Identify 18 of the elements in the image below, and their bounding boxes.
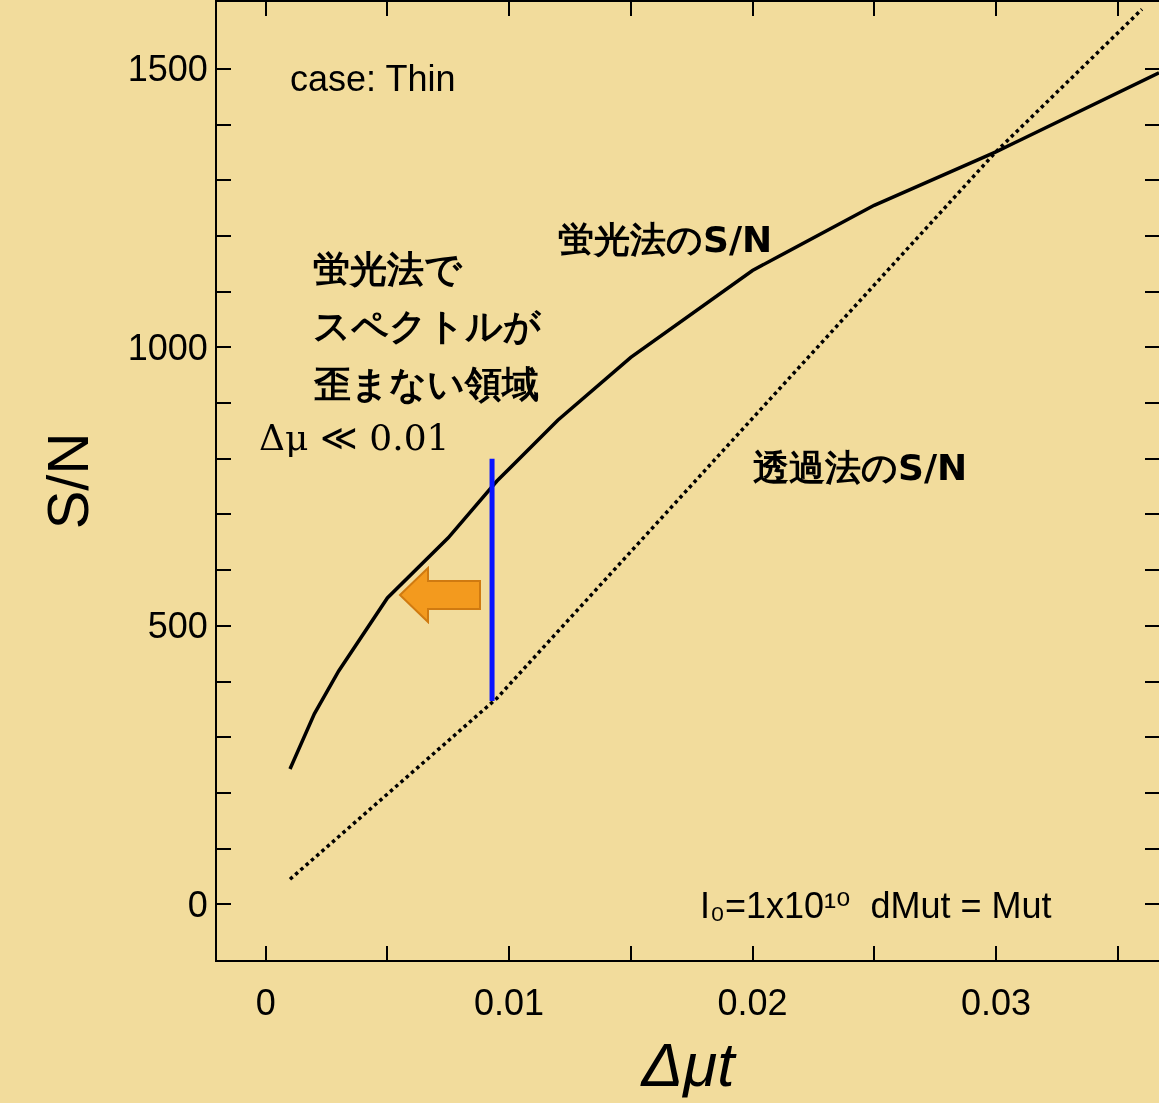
annotation: 歪まない領域 [313, 363, 539, 406]
x-tick-label: 0.01 [474, 982, 545, 1024]
x-axis-title: Δμt [639, 1029, 738, 1099]
y-tick-label: 0 [187, 883, 208, 925]
y-tick-label: 1500 [127, 48, 208, 90]
annotation: 蛍光法のS/N [558, 219, 773, 260]
x-tick-label: 0 [255, 982, 276, 1024]
annotation: I₀=1x10¹⁰ dMut = Mut [700, 885, 1052, 926]
annotation: Δμ ≪ 0.01 [259, 417, 450, 458]
annotation: 透過法のS/N [753, 447, 968, 488]
y-tick-label: 1000 [127, 326, 208, 368]
x-tick-label: 0.02 [717, 982, 788, 1024]
y-tick-label: 500 [147, 605, 208, 647]
annotation: 蛍光法で [313, 248, 463, 291]
annotation: スペクトルが [313, 305, 542, 348]
annotation: case: Thin [290, 58, 456, 99]
x-tick-label: 0.03 [960, 982, 1031, 1024]
y-axis-title: S/N [35, 432, 101, 530]
